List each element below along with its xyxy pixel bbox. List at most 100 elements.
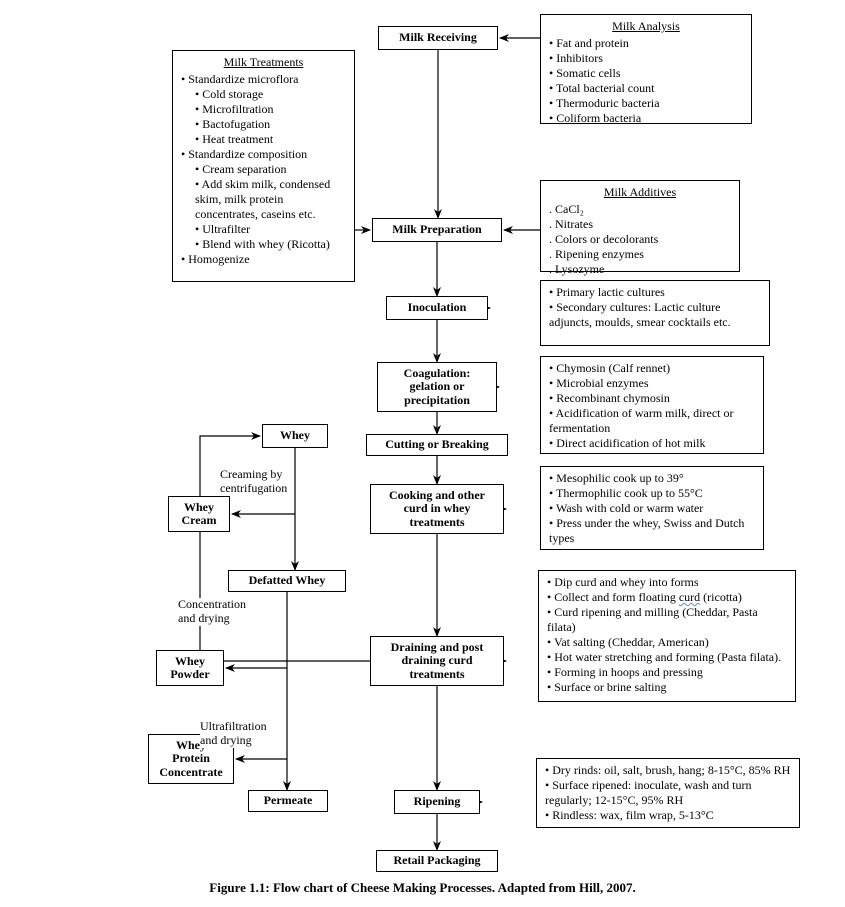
node-label: Ripening — [414, 795, 461, 808]
node-cooking: Cooking and other curd in whey treatment… — [370, 484, 504, 534]
list-item: Coliform bacteria — [549, 111, 743, 126]
node-label: Protein — [159, 752, 222, 765]
node-whey: Whey — [262, 424, 328, 448]
info-title: Milk Additives — [549, 185, 731, 200]
node-label: Powder — [170, 668, 209, 681]
node-whey-powder: Whey Powder — [156, 650, 224, 686]
node-cutting-breaking: Cutting or Breaking — [366, 434, 508, 456]
list-item: Ripening enzymes — [549, 247, 731, 262]
list-item: Vat salting (Cheddar, American) — [547, 635, 787, 650]
info-list: Dip curd and whey into forms Collect and… — [547, 575, 787, 695]
info-title: Milk Treatments — [181, 55, 346, 70]
info-inoculation: Primary lactic cultures Secondary cultur… — [540, 280, 770, 346]
list-item: Lysozyme — [549, 262, 731, 277]
node-whey-cream: Whey Cream — [168, 496, 230, 532]
list-item: Microfiltration — [195, 102, 346, 117]
node-label: Milk Preparation — [392, 223, 481, 236]
node-retail-packaging: Retail Packaging — [376, 850, 498, 872]
node-label: treatments — [389, 516, 485, 529]
text: Collect and form floating — [554, 590, 679, 604]
node-label: Retail Packaging — [394, 854, 481, 867]
list-item: Cold storage — [195, 87, 346, 102]
text: (ricotta) — [700, 590, 742, 604]
info-list: Chymosin (Calf rennet) Microbial enzymes… — [549, 361, 755, 451]
node-label: Permeate — [264, 794, 313, 807]
info-list: Standardize microflora — [181, 72, 346, 87]
info-sublist: Cold storage Microfiltration Bactofugati… — [181, 87, 346, 147]
list-item: Cream separation — [195, 162, 346, 177]
node-defatted-whey: Defatted Whey — [228, 570, 346, 592]
node-label: gelation or — [404, 380, 471, 393]
list-item: Bactofugation — [195, 117, 346, 132]
list-item: Surface or brine salting — [547, 680, 787, 695]
list-item: Standardize composition — [181, 147, 346, 162]
label-line: Concentration — [178, 597, 246, 611]
node-label: Concentrate — [159, 766, 222, 779]
list-item: Thermoduric bacteria — [549, 96, 743, 111]
list-item: Colors or decolorants — [549, 232, 731, 247]
list-item: Chymosin (Calf rennet) — [549, 361, 755, 376]
arrow-label-creaming: Creaming by centrifugation — [220, 468, 287, 496]
node-ripening: Ripening — [394, 790, 480, 814]
info-list: Mesophilic cook up to 39° Thermophilic c… — [549, 471, 755, 546]
list-item: Primary lactic cultures — [549, 285, 761, 300]
list-item: Homogenize — [181, 252, 346, 267]
info-sublist: Cream separation Add skim milk, condense… — [181, 162, 346, 252]
info-list: Dry rinds: oil, salt, brush, hang; 8-15°… — [545, 763, 791, 823]
info-milk-analysis: Milk Analysis Fat and protein Inhibitors… — [540, 14, 752, 124]
node-label: Defatted Whey — [249, 574, 326, 587]
node-label: Inoculation — [408, 301, 467, 314]
info-list: Fat and protein Inhibitors Somatic cells… — [549, 36, 743, 126]
node-label: precipitation — [404, 394, 471, 407]
text-wavy: curd — [679, 590, 700, 604]
info-milk-treatments: Milk Treatments Standardize microflora C… — [172, 50, 355, 282]
label-line: Ultrafiltration — [200, 719, 267, 733]
node-draining: Draining and post draining curd treatmen… — [370, 636, 504, 686]
info-coagulation: Chymosin (Calf rennet) Microbial enzymes… — [540, 356, 764, 454]
list-item: Hot water stretching and forming (Pasta … — [547, 650, 787, 665]
info-list: Primary lactic cultures Secondary cultur… — [549, 285, 761, 330]
list-item: Somatic cells — [549, 66, 743, 81]
list-item: Heat treatment — [195, 132, 346, 147]
list-item: Fat and protein — [549, 36, 743, 51]
flowchart-stage: Milk Receiving Milk Preparation Inoculat… — [0, 0, 845, 907]
list-item: Add skim milk, condensed skim, milk prot… — [195, 177, 346, 222]
label-line: and drying — [200, 733, 252, 747]
node-label: draining curd — [391, 654, 484, 667]
list-item: Forming in hoops and pressing — [547, 665, 787, 680]
node-label: Whey — [280, 429, 310, 442]
info-draining: Dip curd and whey into forms Collect and… — [538, 570, 796, 702]
arrow-label-ultrafiltration: Ultrafiltration and drying — [200, 720, 267, 748]
list-item: Microbial enzymes — [549, 376, 755, 391]
list-item: Standardize microflora — [181, 72, 346, 87]
node-permeate: Permeate — [248, 790, 328, 812]
list-item: Total bacterial count — [549, 81, 743, 96]
list-item: Dip curd and whey into forms — [547, 575, 787, 590]
list-item: Mesophilic cook up to 39° — [549, 471, 755, 486]
list-item: Inhibitors — [549, 51, 743, 66]
list-item: Blend with whey (Ricotta) — [195, 237, 346, 252]
list-item: Rindless: wax, film wrap, 5-13°C — [545, 808, 791, 823]
info-title: Milk Analysis — [549, 19, 743, 34]
list-item: Dry rinds: oil, salt, brush, hang; 8-15°… — [545, 763, 791, 778]
info-milk-additives: Milk Additives CaCl₂ Nitrates Colors or … — [540, 180, 740, 272]
list-item: Thermophilic cook up to 55°C — [549, 486, 755, 501]
label-line: Creaming by — [220, 467, 282, 481]
list-item: Secondary cultures: Lactic culture adjun… — [549, 300, 761, 330]
label-line: and drying — [178, 611, 230, 625]
node-coagulation: Coagulation: gelation or precipitation — [377, 362, 497, 412]
node-label: Cutting or Breaking — [385, 438, 489, 451]
node-inoculation: Inoculation — [386, 296, 488, 320]
figure-caption: Figure 1.1: Flow chart of Cheese Making … — [0, 880, 845, 896]
node-label: Milk Receiving — [399, 31, 477, 44]
info-cooking: Mesophilic cook up to 39° Thermophilic c… — [540, 466, 764, 550]
info-list: Homogenize — [181, 252, 346, 267]
node-label: curd in whey — [389, 502, 485, 515]
node-milk-preparation: Milk Preparation — [372, 218, 502, 242]
info-list: Standardize composition — [181, 147, 346, 162]
info-ripening: Dry rinds: oil, salt, brush, hang; 8-15°… — [536, 758, 800, 828]
list-item: Wash with cold or warm water — [549, 501, 755, 516]
arrow-label-concentration: Concentration and drying — [178, 598, 246, 626]
list-item: Nitrates — [549, 217, 731, 232]
list-item: Collect and form floating curd (ricotta) — [547, 590, 787, 605]
